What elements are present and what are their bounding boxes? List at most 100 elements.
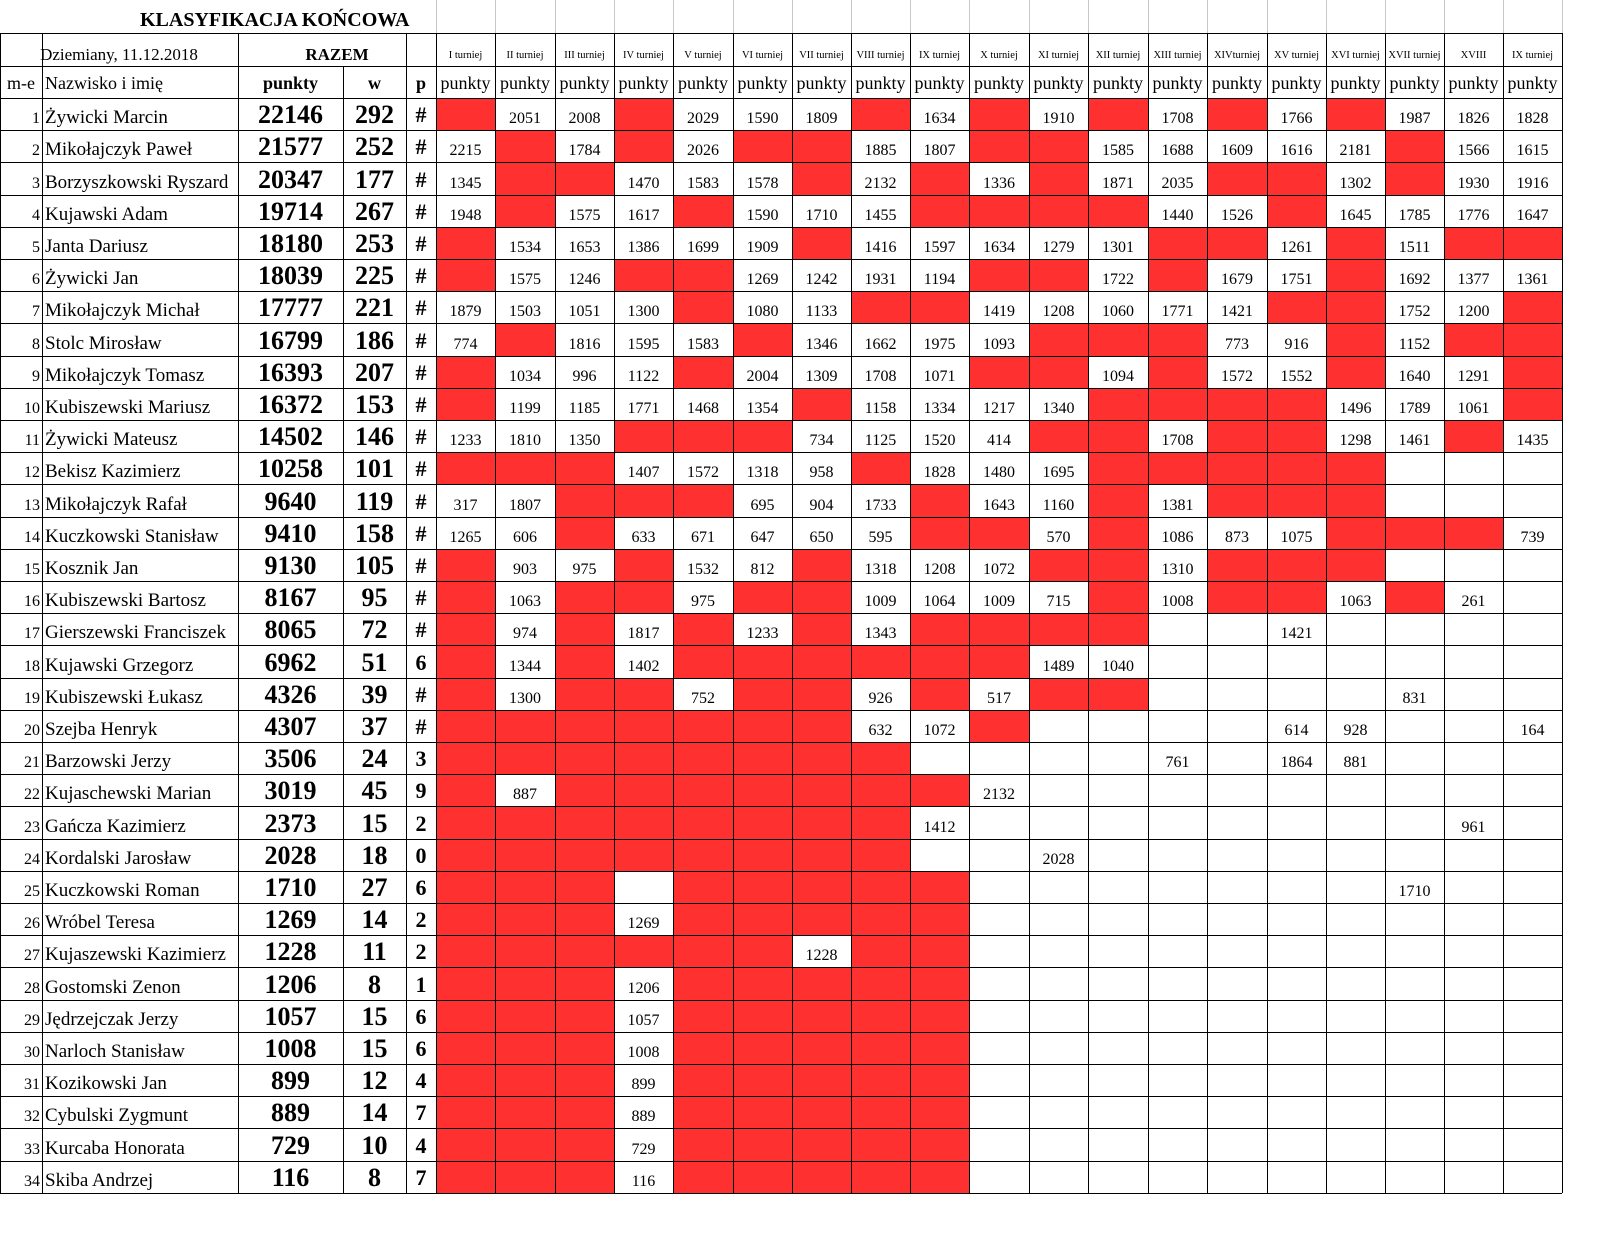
p-value: 6 xyxy=(415,1003,427,1029)
score-cell xyxy=(1088,742,1148,774)
p-value: # xyxy=(415,488,427,514)
absent-cell xyxy=(555,774,614,807)
grid-line xyxy=(0,742,1562,743)
score-cell xyxy=(1207,871,1267,903)
absent-cell xyxy=(733,323,792,356)
absent-cell xyxy=(614,935,673,968)
total-points: 16393 xyxy=(258,357,323,387)
player-name: Żywicki Mateusz xyxy=(45,429,178,451)
absent-cell xyxy=(733,1064,792,1097)
player-name: Borzyszkowski Ryszard xyxy=(45,171,229,193)
score-cell xyxy=(1503,839,1562,871)
grid-line xyxy=(0,581,1562,582)
absent-cell xyxy=(1326,452,1385,485)
score-cell: 1784 xyxy=(568,142,601,160)
score-cell: 773 xyxy=(1225,335,1249,353)
grid-line xyxy=(238,33,239,1193)
score-cell xyxy=(1503,935,1562,967)
absent-cell xyxy=(851,1096,910,1129)
score-cell: 1435 xyxy=(1516,432,1549,450)
rank-cell: 2 xyxy=(32,142,40,160)
score-cell: 1061 xyxy=(1457,399,1490,417)
score-cell xyxy=(1326,806,1385,838)
w-value: 24 xyxy=(361,744,388,774)
absent-cell xyxy=(614,774,673,807)
score-cell xyxy=(1088,871,1148,903)
absent-cell xyxy=(436,355,495,388)
score-cell xyxy=(1444,645,1503,677)
absent-cell xyxy=(436,1031,495,1064)
score-cell: 1975 xyxy=(923,335,956,353)
absent-cell xyxy=(436,903,495,936)
p-value: # xyxy=(415,166,427,192)
rank-cell: 18 xyxy=(24,657,40,675)
grid-line xyxy=(1267,33,1268,1193)
w-value: 18 xyxy=(361,840,388,870)
absent-cell xyxy=(1503,291,1562,324)
score-cell: 1722 xyxy=(1102,271,1134,289)
score-cell xyxy=(1326,1161,1385,1193)
grid-line xyxy=(0,33,1562,34)
score-cell xyxy=(1267,1128,1326,1160)
player-name: Kosznik Jan xyxy=(45,557,139,579)
absent-cell xyxy=(792,677,851,710)
score-cell: 1987 xyxy=(1398,110,1431,128)
absent-cell xyxy=(555,709,614,742)
grid-line xyxy=(0,66,1562,67)
score-cell: 1122 xyxy=(627,367,660,385)
p-value: 1 xyxy=(415,971,427,997)
player-name: Gańcza Kazimierz xyxy=(45,815,186,837)
score-cell: 1585 xyxy=(1102,142,1134,160)
score-cell xyxy=(1326,871,1385,903)
grid-line xyxy=(1385,33,1386,1193)
score-cell: 729 xyxy=(631,1140,656,1158)
total-points: 14502 xyxy=(258,422,323,452)
score-cell: 1816 xyxy=(568,335,601,353)
score-cell xyxy=(1444,452,1503,484)
p-value: # xyxy=(415,295,427,321)
score-cell xyxy=(1148,1128,1207,1160)
p-value: # xyxy=(415,681,427,707)
score-cell: 1063 xyxy=(1339,593,1372,611)
absent-cell xyxy=(1088,484,1148,517)
total-points: 6962 xyxy=(264,647,317,677)
absent-cell xyxy=(436,581,495,614)
score-cell xyxy=(1385,1000,1444,1032)
total-points: 18180 xyxy=(258,228,323,258)
score-cell xyxy=(1267,1064,1326,1096)
absent-cell xyxy=(910,613,969,646)
player-name: Kubiszewski Mariusz xyxy=(45,396,211,418)
score-cell xyxy=(1385,645,1444,677)
absent-cell xyxy=(792,645,851,678)
tournament-points-header: punkty xyxy=(1389,73,1440,93)
grid-line xyxy=(0,710,1562,711)
score-cell xyxy=(1385,613,1444,645)
tournament-header: XIII turniej xyxy=(1153,49,1202,61)
absent-cell xyxy=(673,1128,733,1161)
score-cell: 1480 xyxy=(983,464,1015,482)
player-name: Żywicki Jan xyxy=(45,268,139,290)
tournament-header: XVI turniej xyxy=(1331,49,1380,61)
total-points: 1057 xyxy=(264,1001,317,1031)
absent-cell xyxy=(1267,548,1326,581)
score-cell: 1009 xyxy=(983,593,1015,611)
tournament-points-header: punkty xyxy=(1448,73,1499,93)
grid-line xyxy=(0,227,1562,228)
score-cell: 1298 xyxy=(1339,432,1372,450)
grid-line xyxy=(0,967,1562,968)
rank-cell: 31 xyxy=(24,1076,40,1094)
grid-line xyxy=(0,935,1562,936)
grid-line xyxy=(343,66,344,1193)
score-cell: 1534 xyxy=(509,238,541,256)
player-name: Cybulski Zygmunt xyxy=(45,1105,189,1127)
score-cell: 1199 xyxy=(509,399,541,417)
absent-cell xyxy=(614,98,673,131)
absent-cell xyxy=(436,838,495,871)
grid-line xyxy=(0,1032,1562,1033)
grid-line xyxy=(969,33,970,1193)
score-cell: 1269 xyxy=(627,915,660,933)
score-cell xyxy=(969,1032,1029,1064)
grid-line xyxy=(42,33,43,1193)
w-value: 252 xyxy=(355,132,394,162)
absent-cell xyxy=(1088,581,1148,614)
